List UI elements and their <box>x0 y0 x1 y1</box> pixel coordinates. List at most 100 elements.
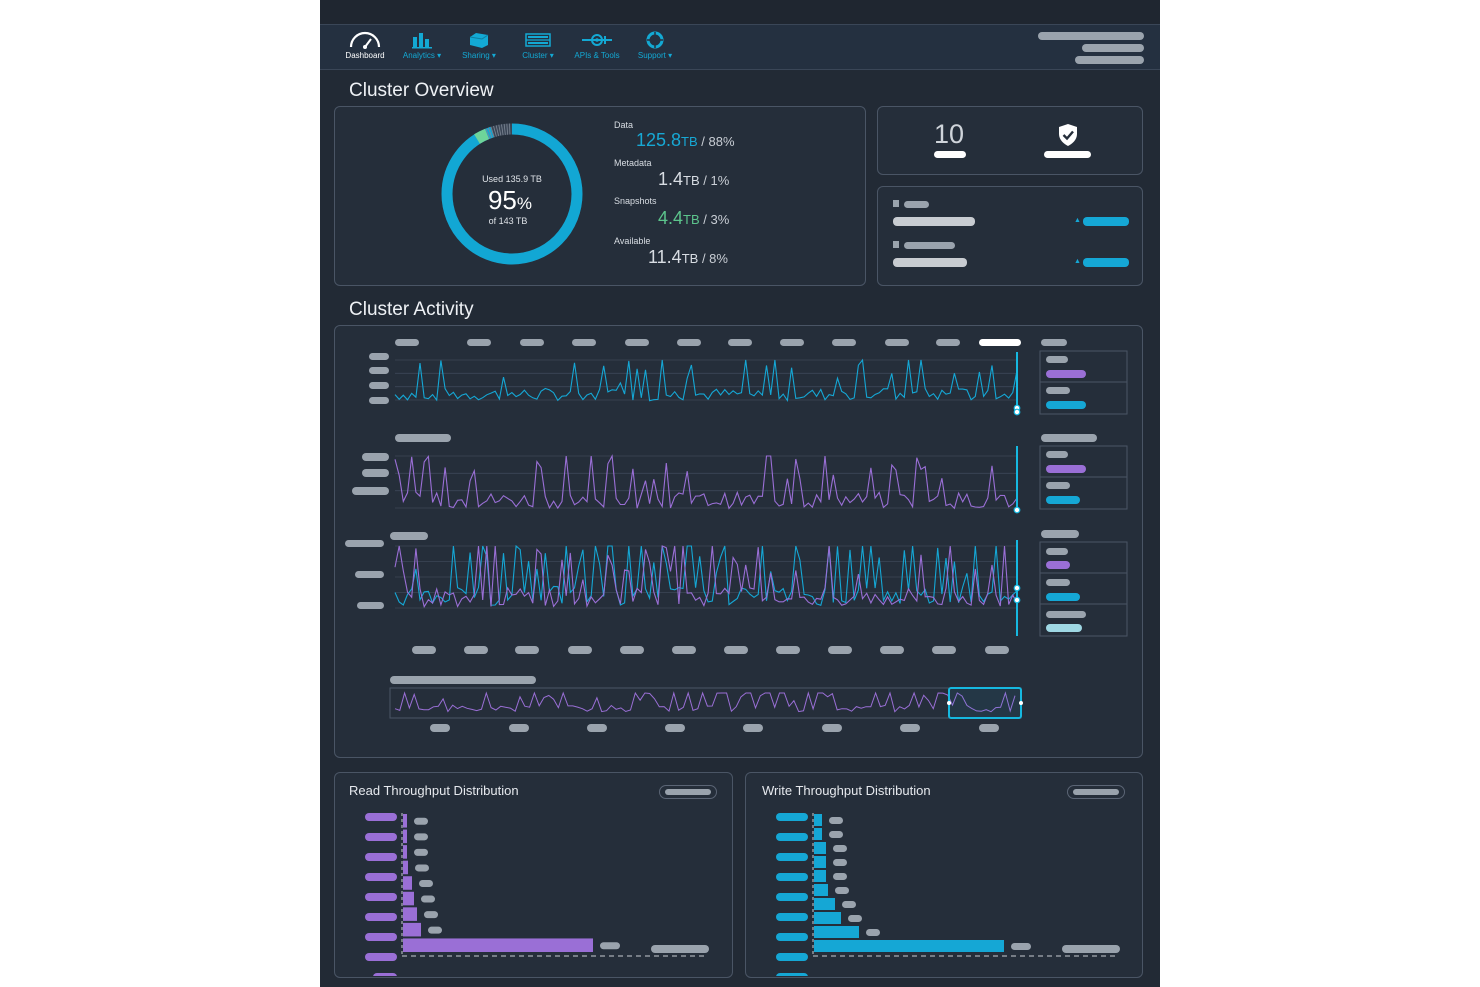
time-range-option[interactable] <box>467 339 491 346</box>
hist-bar[interactable] <box>403 845 407 859</box>
donut-tick <box>503 123 506 135</box>
donut-tick <box>490 126 495 138</box>
time-range-option[interactable] <box>572 339 596 346</box>
hist-bar[interactable] <box>814 856 826 868</box>
hist-x-axis-title <box>1062 945 1120 953</box>
stat-metadata-value: 1.4TB / 1% <box>658 169 730 189</box>
hist-count-label <box>833 873 847 880</box>
hist-bar[interactable] <box>403 829 407 844</box>
hist-bucket-label <box>776 913 808 921</box>
hist-bar[interactable] <box>814 912 841 924</box>
time-range-option[interactable] <box>520 339 544 346</box>
legend-swatch-cyan <box>1046 496 1080 504</box>
overview-x-label <box>430 724 450 732</box>
nodes-count: 10 <box>934 119 965 149</box>
y-axis-label <box>345 540 384 547</box>
hist-count-label <box>835 887 849 894</box>
x-axis-label <box>880 646 904 654</box>
nav-dashboard[interactable]: Dashboard <box>340 31 390 60</box>
write-rate-placeholder <box>1083 258 1129 267</box>
donut-percent: 95% <box>488 185 532 215</box>
hist-bar[interactable] <box>403 907 417 921</box>
write-distribution-toggle[interactable] <box>1067 785 1125 799</box>
hist-x-axis-title <box>651 945 709 953</box>
chart-title-placeholder <box>395 434 451 442</box>
stat-available-label: Available <box>614 236 651 246</box>
read-distribution-panel: Read Throughput Distribution <box>334 772 733 978</box>
hist-bar[interactable] <box>403 891 414 906</box>
hist-bar[interactable] <box>403 938 593 952</box>
hist-bar[interactable] <box>403 814 407 828</box>
x-axis-label <box>412 646 436 654</box>
brush-selection[interactable] <box>948 687 1022 719</box>
health-label-placeholder <box>1044 151 1091 158</box>
legend-title <box>1041 530 1079 538</box>
time-range-option-active[interactable] <box>979 339 1021 346</box>
y-axis-label <box>362 469 389 477</box>
hist-bucket-label <box>365 853 397 861</box>
read-label-placeholder <box>904 201 929 208</box>
legend-box <box>1039 541 1128 637</box>
user-menu-placeholder[interactable] <box>1038 32 1144 40</box>
nav-dashboard-label: Dashboard <box>345 51 385 60</box>
hist-bar[interactable] <box>814 940 1004 952</box>
hist-bar[interactable] <box>814 842 826 854</box>
time-range-option[interactable] <box>395 339 419 346</box>
time-range-option[interactable] <box>677 339 701 346</box>
time-range-option[interactable] <box>728 339 752 346</box>
stat-data-value: 125.8TB / 88% <box>636 130 735 150</box>
hist-bar[interactable] <box>403 876 412 890</box>
nav-sharing[interactable]: Sharing ▾ <box>456 31 502 60</box>
write-icon <box>893 241 899 248</box>
hist-bucket-label <box>365 813 397 821</box>
hist-bar[interactable] <box>814 884 828 896</box>
hist-bar[interactable] <box>814 898 835 910</box>
gauge-icon <box>340 31 390 49</box>
nav-apis-tools[interactable]: APIs & Tools <box>570 31 624 60</box>
cursor-point <box>1013 584 1021 592</box>
hist-bar[interactable] <box>403 860 408 875</box>
hist-count-label <box>829 831 843 838</box>
hist-bucket-label <box>373 973 397 976</box>
overview-brush-area[interactable] <box>389 687 1022 719</box>
write-histogram <box>776 813 1120 976</box>
top-nav: Dashboard Analytics ▾ Sharing ▾ Cluster … <box>320 24 1160 70</box>
hist-bar[interactable] <box>403 922 421 937</box>
server-rack-icon <box>514 31 562 49</box>
donut-used-label: Used 135.9 TB <box>482 174 542 184</box>
time-range-option[interactable] <box>780 339 804 346</box>
hist-bucket-label <box>776 813 808 821</box>
time-range-option[interactable] <box>885 339 909 346</box>
write-label-placeholder <box>904 242 955 249</box>
time-range-option[interactable] <box>625 339 649 346</box>
series-line-purple <box>394 545 1018 609</box>
nav-support[interactable]: Support ▾ <box>632 31 678 60</box>
stat-data-label: Data <box>614 120 634 130</box>
brush-handle-left[interactable] <box>947 701 951 705</box>
user-info-placeholder <box>1082 44 1144 52</box>
x-axis-label <box>568 646 592 654</box>
time-range-option[interactable] <box>936 339 960 346</box>
overview-x-label <box>665 724 685 732</box>
hist-bucket-label <box>365 913 397 921</box>
hist-bar[interactable] <box>814 814 822 826</box>
hist-count-label <box>833 845 847 852</box>
cursor-point <box>1013 506 1021 514</box>
hist-bar[interactable] <box>814 828 822 840</box>
legend-label <box>1046 482 1070 489</box>
hist-bar[interactable] <box>814 870 826 882</box>
stat-available-value: 11.4TB / 8% <box>648 247 728 267</box>
capacity-panel: Used 135.9 TB 95% of 143 TB Data 125.8TB… <box>334 106 866 286</box>
time-range-option[interactable] <box>832 339 856 346</box>
donut-tick <box>495 125 500 137</box>
read-histogram <box>365 813 709 976</box>
brush-handle-right[interactable] <box>1019 701 1023 705</box>
x-axis-label <box>620 646 644 654</box>
x-axis-label <box>776 646 800 654</box>
donut-tick <box>487 127 493 139</box>
read-distribution-toggle[interactable] <box>659 785 717 799</box>
write-value-placeholder <box>893 258 967 267</box>
nav-analytics[interactable]: Analytics ▾ <box>396 31 448 60</box>
hist-bar[interactable] <box>814 926 859 938</box>
nav-cluster[interactable]: Cluster ▾ <box>514 31 562 60</box>
